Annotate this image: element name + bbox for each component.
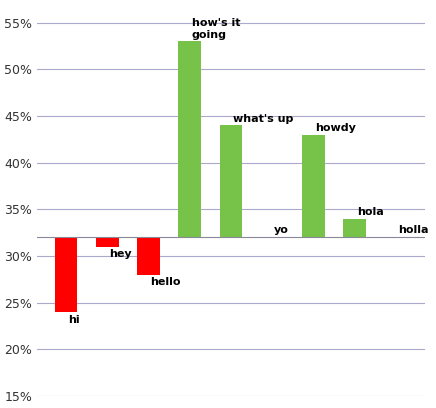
Bar	[220, 125, 242, 237]
Text: howdy: howdy	[315, 123, 356, 133]
Bar	[302, 135, 325, 237]
Text: what's up: what's up	[233, 113, 293, 124]
Text: hey: hey	[109, 249, 132, 259]
Text: how's it
going: how's it going	[192, 18, 240, 40]
Bar	[178, 42, 201, 237]
Bar	[137, 237, 160, 275]
Bar	[343, 219, 366, 237]
Text: yo: yo	[274, 226, 289, 235]
Text: hola: hola	[357, 207, 383, 217]
Text: hi: hi	[68, 315, 80, 325]
Text: hello: hello	[150, 277, 181, 287]
Bar	[96, 237, 119, 246]
Text: holla: holla	[398, 226, 429, 235]
Bar	[54, 237, 77, 312]
